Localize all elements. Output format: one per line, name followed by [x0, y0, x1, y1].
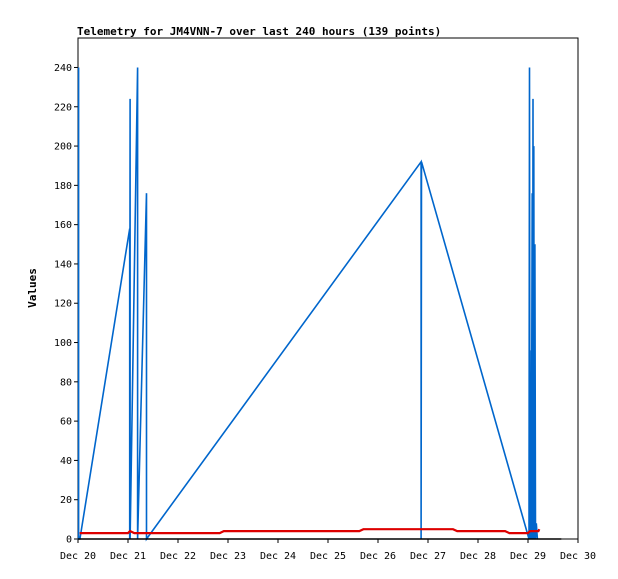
y-tick-label: 100	[54, 338, 72, 349]
y-tick-label: 140	[54, 259, 72, 270]
y-axis-label: Values	[26, 268, 39, 308]
y-tick-label: 160	[54, 220, 72, 231]
y-tick-label: 80	[60, 377, 72, 388]
y-tick-label: 40	[60, 456, 72, 467]
x-tick-label: Dec 26	[360, 551, 396, 562]
series-layer	[77, 67, 562, 542]
x-tick-label: Dec 23	[210, 551, 246, 562]
y-tick-label: 60	[60, 417, 72, 428]
y-tick-label: 200	[54, 142, 72, 153]
x-tick-label: Dec 29	[510, 551, 546, 562]
x-tick-label: Dec 22	[160, 551, 196, 562]
series-line-1	[79, 528, 541, 535]
x-tick-label: Dec 28	[460, 551, 496, 562]
x-tick-label: Dec 27	[410, 551, 446, 562]
x-tick-label: Dec 24	[260, 551, 296, 562]
series-line-0	[77, 67, 539, 542]
x-axis: Dec 20 Dec 21 Dec 22 Dec 23 Dec 24 Dec 25 Dec …	[60, 539, 596, 562]
y-tick-label: 220	[54, 102, 72, 113]
y-tick-label: 240	[54, 63, 72, 74]
y-tick-label: 0	[66, 535, 72, 546]
y-tick-label: 180	[54, 181, 72, 192]
y-axis: 0 20 40 60 80 100 120 140 160 180 200 220 240	[54, 63, 78, 546]
y-tick-label: 120	[54, 299, 72, 310]
y-tick-label: 20	[60, 495, 72, 506]
x-tick-label: Dec 25	[310, 551, 346, 562]
x-tick-label: Dec 30	[560, 551, 596, 562]
chart-title: Telemetry for JM4VNN-7 over last 240 hou…	[77, 25, 441, 38]
x-tick-label: Dec 21	[110, 551, 146, 562]
x-tick-label: Dec 20	[60, 551, 96, 562]
